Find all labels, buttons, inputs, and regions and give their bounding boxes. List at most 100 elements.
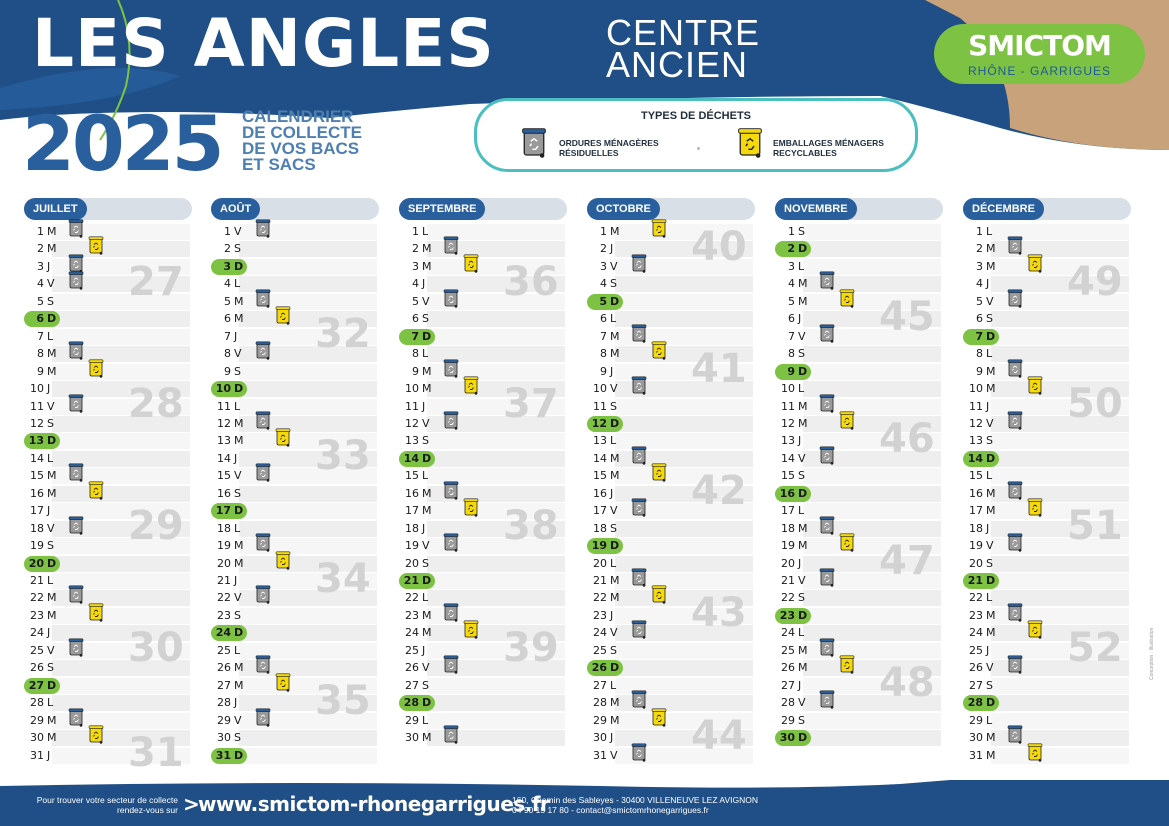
yellow-bin-icon <box>463 619 479 639</box>
weekday-letter: M <box>798 277 808 291</box>
day-band <box>803 450 941 467</box>
weekday-letter: M <box>47 469 57 483</box>
day-band <box>52 660 190 677</box>
page-subtitle-line2: ANCIEN <box>606 44 749 85</box>
sunday-highlight <box>963 450 999 467</box>
day-number: 25 <box>30 643 44 657</box>
weekday-letter: V <box>610 382 618 395</box>
weekday-letter: J <box>422 399 426 413</box>
grey-bin-icon <box>631 497 647 517</box>
grey-bin-icon <box>68 270 84 290</box>
yellow-bin-icon <box>88 602 104 622</box>
day-row: 29 L <box>963 712 1131 729</box>
day-row: 16 J <box>587 485 755 502</box>
day-number: 7 <box>411 329 419 343</box>
weekday-letter: J <box>422 277 426 291</box>
day-number: 13 <box>593 434 607 448</box>
weekday-letter: D <box>610 416 620 430</box>
weekday-letter: M <box>798 539 808 553</box>
weekday-letter: V <box>986 294 994 308</box>
grey-bin-icon <box>631 689 647 709</box>
day-number: 11 <box>781 399 795 413</box>
weekday-letter: M <box>422 504 432 518</box>
week-number: 51 <box>1067 503 1123 550</box>
grey-bin-icon <box>443 654 459 674</box>
week-number: 40 <box>691 224 747 270</box>
weekday-letter: L <box>798 504 805 518</box>
grey-bin-icon <box>1007 235 1023 256</box>
day-row: 17 M <box>963 503 1131 520</box>
weekday-letter: M <box>234 678 244 692</box>
day-band <box>991 224 1129 240</box>
weekday-letter: L <box>986 713 993 727</box>
day-number: 6 <box>36 312 44 326</box>
weekday-letter: M <box>798 643 808 657</box>
day-number: 8 <box>788 347 795 361</box>
day-band <box>803 520 941 537</box>
logo-sub: RHÔNE - GARRIGUES <box>967 64 1111 78</box>
day-number: 5 <box>412 294 419 308</box>
day-number: 31 <box>593 748 607 762</box>
weekday-letter: M <box>422 259 432 273</box>
weekday-letter: V <box>610 504 618 518</box>
week-number: 30 <box>128 625 184 672</box>
weekday-letter: D <box>986 574 996 587</box>
week-number: 35 <box>315 677 371 724</box>
weekday-letter: S <box>798 347 805 361</box>
day-number: 19 <box>30 539 44 553</box>
day-band <box>991 538 1129 555</box>
weekday-letter: M <box>986 748 996 762</box>
day-row: 29 V <box>211 712 379 729</box>
grey-bin-icon <box>631 375 647 395</box>
day-band <box>615 642 753 659</box>
day-row: 10 V <box>587 381 755 397</box>
weekday-letter: M <box>422 382 432 395</box>
day-band <box>991 607 1129 624</box>
day-number: 14 <box>30 451 44 465</box>
day-row: 15 M <box>24 468 192 485</box>
grey-bin-icon <box>1007 480 1023 500</box>
weekday-letter: J <box>798 678 802 692</box>
credit-text: Conception : Illustration <box>1149 627 1155 680</box>
day-number: 18 <box>969 521 983 535</box>
weekday-letter: J <box>798 434 802 448</box>
day-number: 26 <box>217 661 231 675</box>
day-row: 19 M <box>211 538 379 555</box>
day-band <box>615 468 753 485</box>
grey-bin-icon <box>631 567 647 587</box>
weekday-letter: L <box>422 591 429 605</box>
weekday-letter: V <box>234 347 242 361</box>
grey-bin-icon <box>255 532 271 552</box>
day-band <box>427 311 565 328</box>
weekday-letter: L <box>610 312 617 326</box>
day-number: 12 <box>591 416 607 430</box>
grey-bin-icon <box>68 253 84 273</box>
day-band <box>991 485 1129 502</box>
footer-background <box>0 780 1169 826</box>
day-row: 14 D <box>399 450 567 467</box>
calendar-title-line: CALENDRIER <box>242 107 354 126</box>
weekday-letter: S <box>47 294 54 308</box>
weekday-letter: M <box>610 347 620 361</box>
weekday-letter: J <box>986 643 990 657</box>
day-band <box>239 485 377 502</box>
day-band <box>427 241 565 258</box>
grey-bin-icon <box>443 288 459 308</box>
day-row: 26 V <box>399 660 567 677</box>
yellow-bin-icon <box>651 707 667 727</box>
grey-bin-icon <box>68 637 84 657</box>
day-number: 10 <box>215 382 231 395</box>
footer-website-link[interactable]: www.smictom-rhonegarrigues.fr <box>198 792 550 816</box>
month-name: SEPTEMBRE <box>399 198 486 220</box>
grey-bin-icon <box>1007 358 1023 378</box>
day-row: 17 V <box>587 503 755 520</box>
day-row: 17 J <box>24 503 192 520</box>
month-header: OCTOBRE <box>587 198 755 220</box>
legend-yellow-label: EMBALLAGES MÉNAGERS RECYCLABLES <box>773 138 884 158</box>
weekday-letter: S <box>798 713 805 727</box>
week-number: 49 <box>1067 258 1123 305</box>
